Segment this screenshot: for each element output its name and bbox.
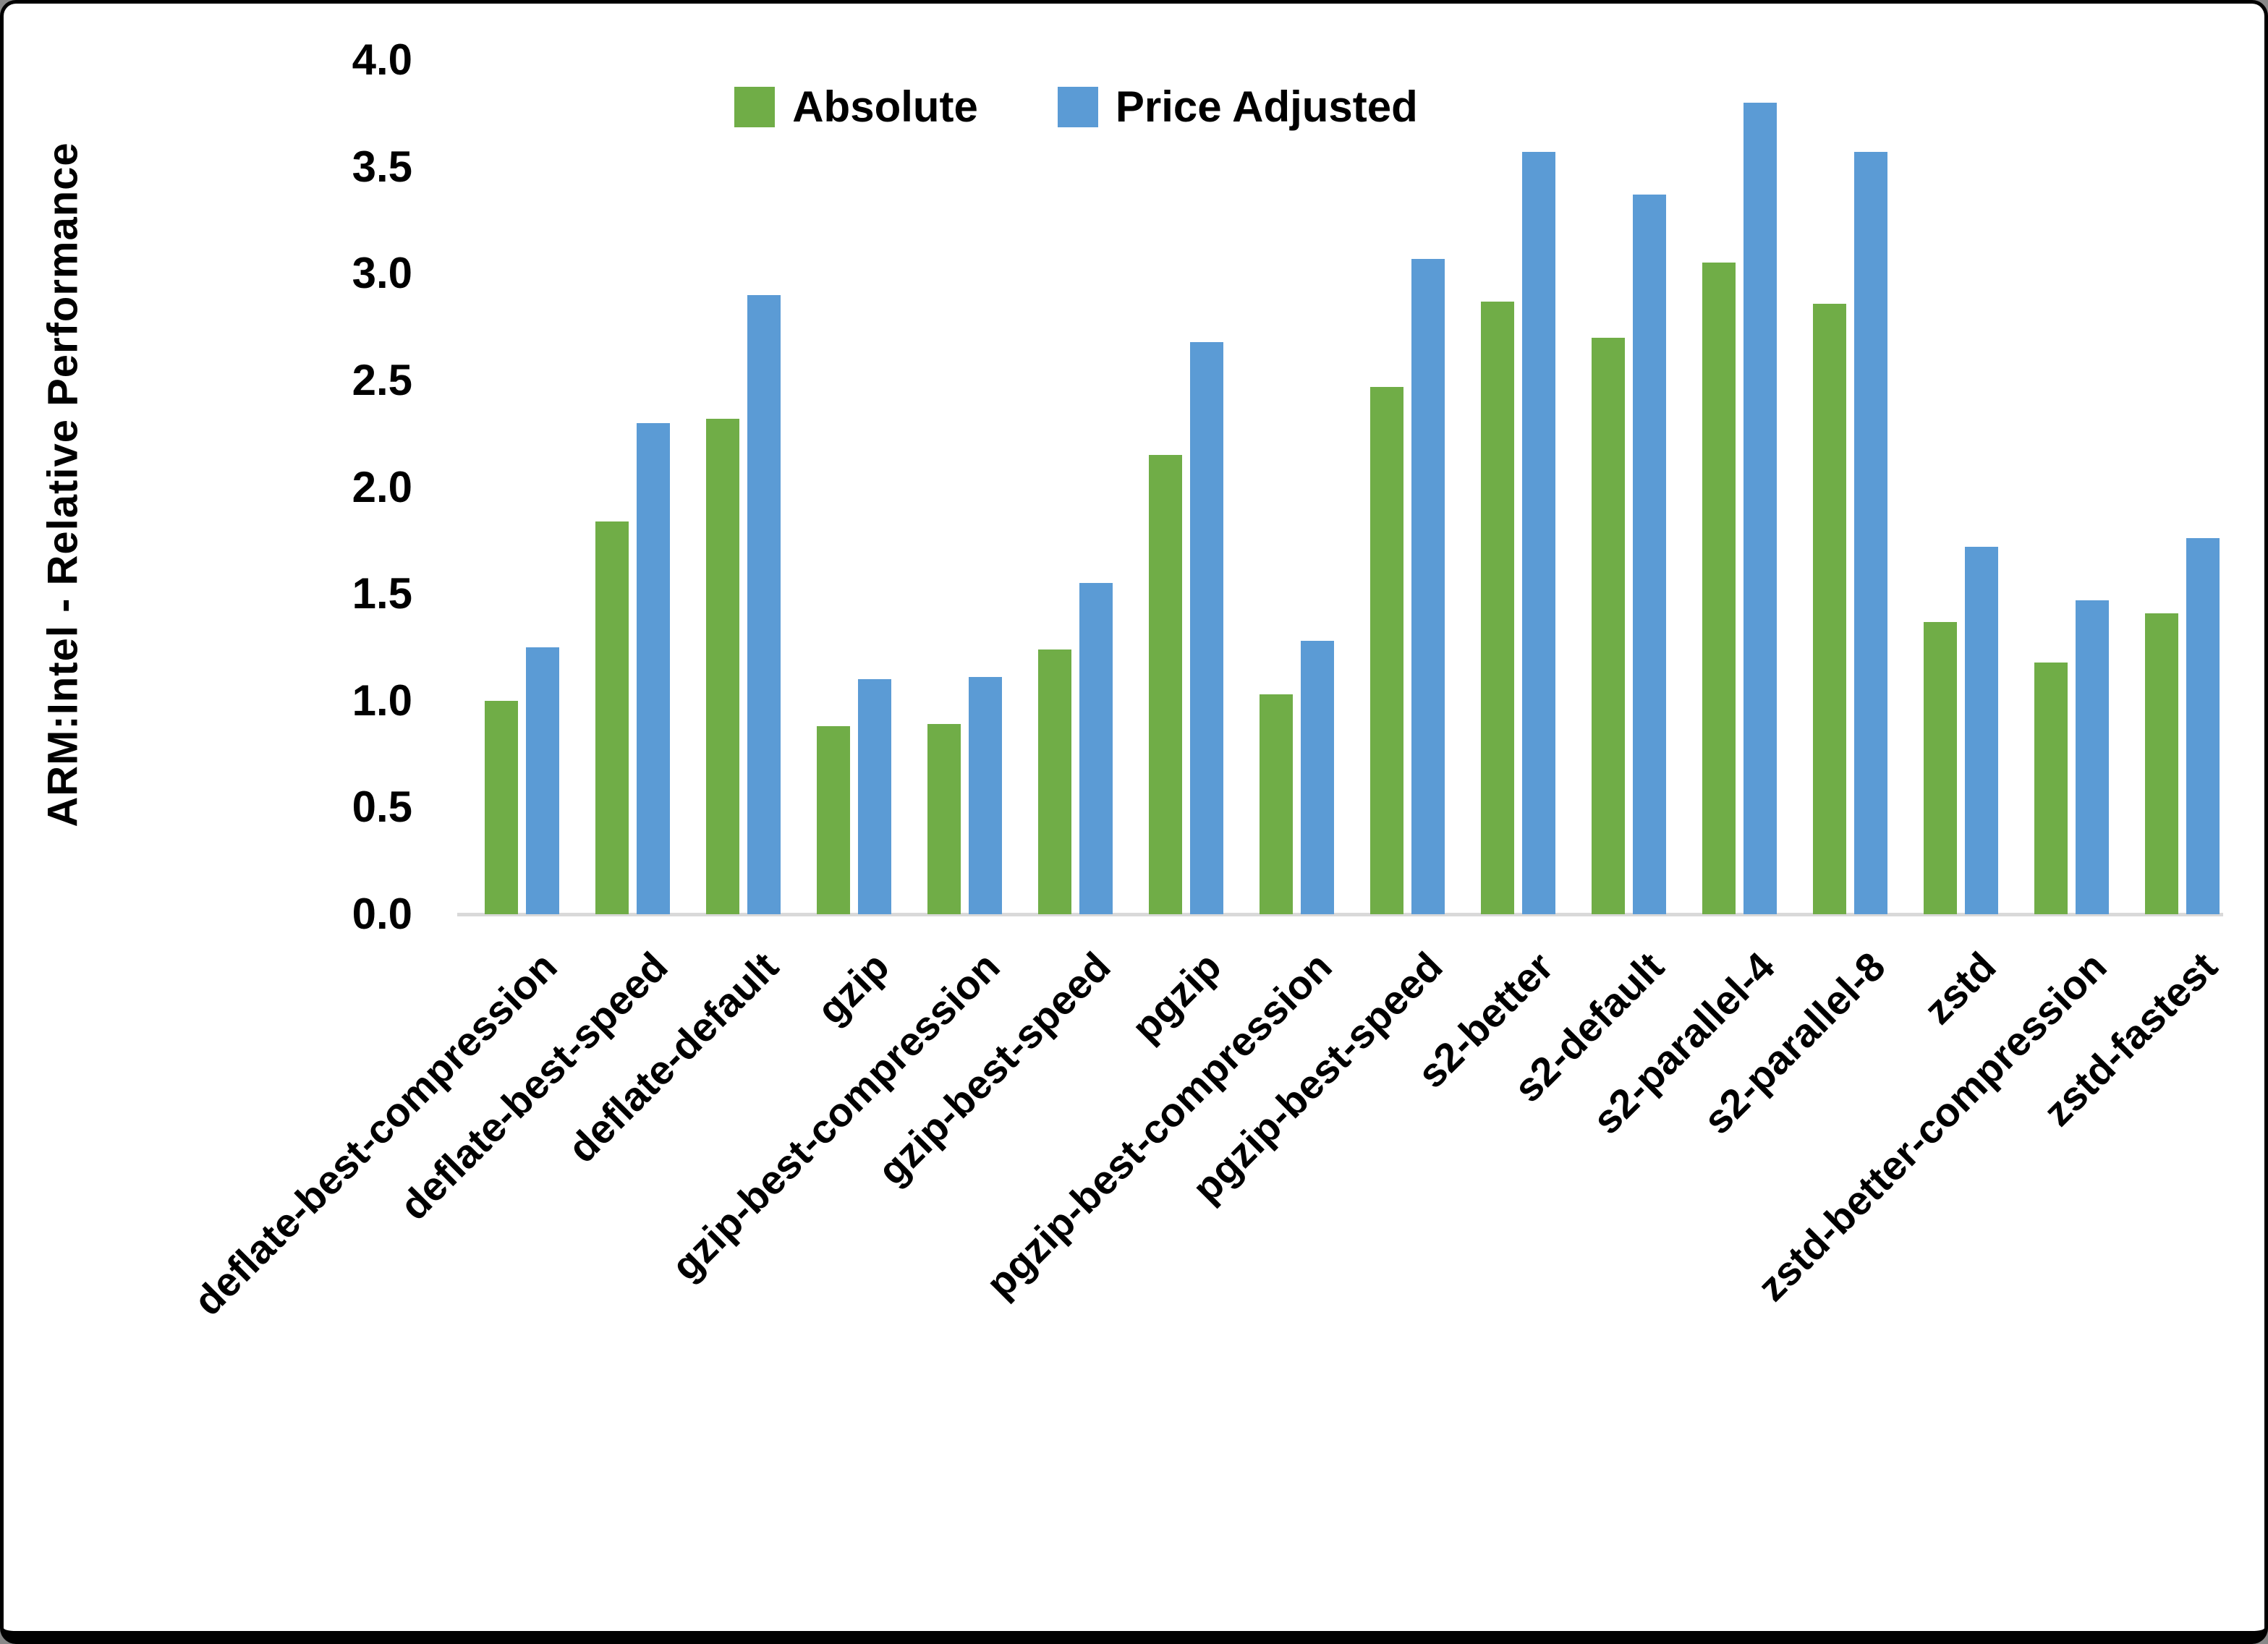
bar-price-adjusted-s2-default	[1633, 195, 1666, 914]
bar-price-adjusted-s2-parallel-8	[1854, 151, 1887, 914]
y-tick-label: 1.5	[352, 569, 412, 618]
y-tick-label: 0.0	[352, 890, 412, 938]
bar-absolute-deflate-best-speed	[595, 521, 629, 914]
bar-absolute-s2-parallel-8	[1813, 303, 1846, 914]
legend-label: Price Adjusted	[1115, 82, 1418, 131]
legend: Absolute Price Adjusted	[4, 82, 2149, 132]
y-tick-label: 4.0	[352, 35, 412, 84]
bar-price-adjusted-gzip	[858, 679, 891, 914]
bar-price-adjusted-zstd-fastest	[2186, 538, 2220, 914]
bar-price-adjusted-pgzip	[1190, 341, 1223, 914]
bar-price-adjusted-s2-parallel-4	[1744, 103, 1777, 914]
y-tick-label: 0.5	[352, 783, 412, 832]
y-tick-label: 1.0	[352, 676, 412, 725]
bar-absolute-gzip-best-speed	[1038, 649, 1071, 914]
legend-swatch-price-adjusted	[1057, 86, 1098, 127]
legend-item-absolute: Absolute	[734, 82, 978, 132]
bar-absolute-s2-better	[1481, 301, 1514, 914]
bar-absolute-gzip-best-compression	[927, 724, 961, 914]
x-axis-line	[457, 913, 2223, 916]
x-category-label-deflate-default: deflate-default	[558, 943, 787, 1172]
bar-price-adjusted-deflate-best-compression	[526, 647, 559, 914]
bar-absolute-pgzip-best-compression	[1260, 694, 1293, 914]
bar-absolute-zstd-better-compression	[2034, 662, 2068, 914]
bar-price-adjusted-zstd	[1965, 547, 1998, 914]
bar-absolute-pgzip-best-speed	[1370, 386, 1403, 914]
legend-swatch-absolute	[734, 86, 776, 127]
legend-label: Absolute	[792, 82, 978, 131]
bar-price-adjusted-deflate-default	[747, 294, 781, 914]
bar-absolute-s2-parallel-4	[1702, 263, 1736, 914]
y-tick-label: 3.5	[352, 142, 412, 191]
bar-absolute-s2-default	[1592, 337, 1625, 914]
x-category-label-gzip: gzip	[807, 943, 898, 1033]
y-tick-label: 2.5	[352, 355, 412, 404]
bar-price-adjusted-gzip-best-speed	[1079, 583, 1113, 914]
bar-absolute-zstd-fastest	[2145, 613, 2178, 914]
x-category-label-pgzip: pgzip	[1122, 943, 1230, 1051]
y-axis-title: ARM:Intel - Relative Performance	[39, 142, 87, 827]
bar-absolute-zstd	[1924, 621, 1957, 914]
y-tick-label: 3.0	[352, 249, 412, 298]
x-category-label-zstd: zstd	[1914, 943, 2005, 1033]
bar-price-adjusted-s2-better	[1522, 151, 1555, 914]
bar-price-adjusted-gzip-best-compression	[969, 677, 1002, 914]
bar-price-adjusted-zstd-better-compression	[2076, 600, 2109, 914]
bar-absolute-deflate-best-compression	[485, 700, 518, 914]
bar-price-adjusted-pgzip-best-compression	[1301, 641, 1334, 914]
bar-price-adjusted-pgzip-best-speed	[1411, 258, 1445, 914]
bar-absolute-gzip	[817, 726, 850, 914]
bar-price-adjusted-deflate-best-speed	[637, 422, 670, 914]
y-tick-label: 2.0	[352, 462, 412, 511]
legend-item-price-adjusted: Price Adjusted	[1057, 82, 1418, 132]
bar-absolute-pgzip	[1149, 455, 1182, 914]
bar-absolute-deflate-default	[706, 419, 739, 914]
